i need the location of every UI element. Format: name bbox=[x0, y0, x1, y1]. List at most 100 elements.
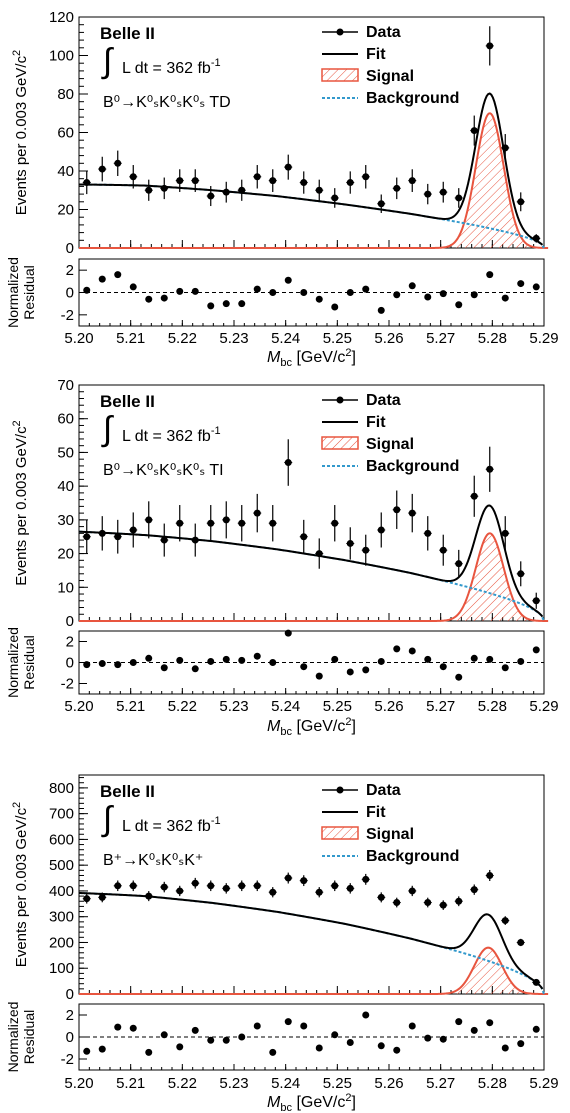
x-axis-label-unit-sup: 2 bbox=[345, 1092, 351, 1104]
residual-point bbox=[269, 659, 277, 666]
residual-point bbox=[114, 271, 122, 279]
data-point bbox=[362, 546, 370, 554]
data-point bbox=[455, 897, 463, 905]
x-tick-label: 5.21 bbox=[116, 698, 145, 715]
data-point bbox=[222, 884, 230, 892]
data-point bbox=[222, 516, 230, 524]
x-tick-label: 5.23 bbox=[219, 1075, 248, 1092]
x-axis-label: Mbc [GeV/c2] bbox=[267, 347, 356, 369]
residual-point bbox=[486, 1019, 494, 1027]
x-axis-label-unit: [GeV/c bbox=[292, 349, 345, 366]
residual-point bbox=[331, 655, 339, 663]
legend-data-marker bbox=[336, 786, 344, 794]
residual-axis-label-line1: Normalized bbox=[5, 1002, 21, 1073]
data-point bbox=[393, 899, 401, 907]
y-tick-label: 0 bbox=[66, 986, 74, 1003]
data-point bbox=[424, 190, 432, 198]
data-point bbox=[362, 875, 370, 883]
residual-y-tick-label: 0 bbox=[66, 285, 74, 302]
luminosity-unit-sup: -1 bbox=[211, 57, 221, 69]
residual-point bbox=[424, 293, 432, 301]
x-axis-label: Mbc [GeV/c2] bbox=[267, 716, 356, 738]
data-point bbox=[486, 871, 494, 879]
residual-point bbox=[517, 1040, 525, 1048]
data-point bbox=[145, 892, 153, 900]
x-axis-label-unit-sup: 2 bbox=[345, 716, 351, 728]
data-point bbox=[377, 526, 385, 534]
residual-point bbox=[300, 1022, 308, 1030]
x-tick-label: 5.26 bbox=[374, 1075, 403, 1092]
data-point bbox=[532, 597, 540, 605]
data-point bbox=[98, 529, 106, 537]
data-point bbox=[300, 877, 308, 885]
residual-axis-label-line2: Residual bbox=[21, 635, 37, 689]
signal-area bbox=[430, 113, 549, 248]
residual-axis-label-line2: Residual bbox=[21, 265, 37, 319]
residual-point bbox=[532, 646, 540, 654]
residual-point bbox=[455, 673, 463, 681]
residual-point bbox=[424, 655, 432, 663]
integral-sign: ∫ bbox=[101, 410, 114, 448]
residual-point bbox=[501, 1044, 509, 1052]
residual-point bbox=[145, 654, 153, 662]
x-tick-label: 5.26 bbox=[374, 698, 403, 715]
data-point bbox=[393, 506, 401, 514]
residual-point bbox=[424, 1034, 432, 1042]
data-point bbox=[191, 879, 199, 887]
residual-point bbox=[176, 656, 184, 664]
residual-point bbox=[160, 1031, 168, 1039]
residual-point bbox=[486, 271, 494, 279]
data-point bbox=[160, 883, 168, 891]
x-tick-label: 5.24 bbox=[271, 330, 300, 347]
x-tick-label: 5.25 bbox=[323, 330, 352, 347]
data-point bbox=[269, 888, 277, 896]
data-point bbox=[176, 519, 184, 527]
residual-point bbox=[191, 665, 199, 673]
y-axis-label-sup: 2 bbox=[11, 50, 23, 56]
legend-background-label: Background bbox=[366, 90, 459, 107]
residual-y-tick-label: 0 bbox=[66, 655, 74, 672]
residual-point bbox=[253, 1022, 261, 1030]
x-tick-label: 5.22 bbox=[168, 330, 197, 347]
data-point bbox=[315, 888, 323, 896]
x-axis-label-symbol: M bbox=[267, 349, 281, 366]
y-tick-label: 400 bbox=[49, 883, 74, 900]
residual-point bbox=[284, 629, 292, 637]
residual-axis-label-line2: Residual bbox=[21, 1010, 37, 1064]
luminosity-label: L dt = 362 fb-1 bbox=[122, 57, 221, 77]
data-point bbox=[486, 465, 494, 473]
y-tick-label: 40 bbox=[57, 163, 74, 180]
y-tick-label: 20 bbox=[57, 546, 74, 563]
data-point bbox=[191, 536, 199, 544]
data-point bbox=[408, 509, 416, 517]
legend-fit-label: Fit bbox=[366, 804, 386, 821]
data-point bbox=[207, 519, 215, 527]
luminosity-label: L dt = 362 fb-1 bbox=[122, 815, 221, 835]
x-axis-label-sub: bc bbox=[280, 726, 292, 738]
y-tick-label: 20 bbox=[57, 202, 74, 219]
fit-curve bbox=[78, 504, 544, 618]
residual-point bbox=[470, 1026, 478, 1034]
y-axis-label: Events per 0.003 GeV/c2 bbox=[11, 802, 30, 967]
residual-point bbox=[98, 1045, 106, 1053]
data-point bbox=[331, 519, 339, 527]
residual-point bbox=[207, 657, 215, 665]
x-tick-label: 5.29 bbox=[529, 330, 558, 347]
residual-point bbox=[408, 647, 416, 655]
y-tick-label: 500 bbox=[49, 857, 74, 874]
residual-point bbox=[238, 656, 246, 664]
data-point bbox=[129, 882, 137, 890]
residual-point bbox=[346, 289, 354, 296]
residual-point bbox=[532, 1025, 540, 1033]
data-point bbox=[501, 917, 509, 925]
channel-label: B⁰→K⁰ₛK⁰ₛK⁰ₛ TI bbox=[103, 462, 224, 479]
residual-point bbox=[408, 282, 416, 290]
legend-background-label: Background bbox=[366, 848, 459, 865]
x-tick-label: 5.20 bbox=[64, 698, 93, 715]
x-axis-label-close: ] bbox=[351, 1094, 355, 1111]
residual-point bbox=[176, 1043, 184, 1051]
data-point bbox=[114, 533, 122, 541]
data-point bbox=[424, 529, 432, 537]
legend-background-label: Background bbox=[366, 458, 459, 475]
